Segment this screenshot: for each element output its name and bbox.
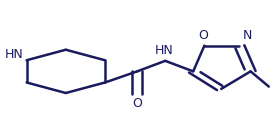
Text: HN: HN [155, 44, 173, 57]
Text: HN: HN [5, 48, 23, 61]
Text: O: O [198, 29, 208, 42]
Text: O: O [132, 97, 142, 110]
Text: N: N [243, 29, 253, 42]
